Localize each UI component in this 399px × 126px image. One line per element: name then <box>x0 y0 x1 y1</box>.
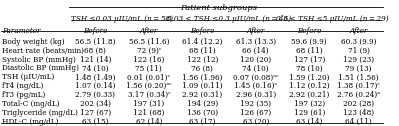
Text: 68 (11): 68 (11) <box>189 47 216 55</box>
Text: 63 (20): 63 (20) <box>243 118 269 126</box>
Text: 66 (14): 66 (14) <box>243 47 269 55</box>
Text: Triglyceride (mg/dL): Triglyceride (mg/dL) <box>2 109 78 117</box>
Text: After: After <box>247 27 265 35</box>
Text: 74 (10): 74 (10) <box>82 65 109 72</box>
Text: 129 (23): 129 (23) <box>343 56 374 64</box>
Text: 59.6 (9.9): 59.6 (9.9) <box>291 38 327 46</box>
Text: 122 (12): 122 (12) <box>187 56 218 64</box>
Text: Body weight (kg): Body weight (kg) <box>2 38 65 46</box>
Text: 127 (67): 127 (67) <box>80 109 111 117</box>
Text: 56.5 (11.8): 56.5 (11.8) <box>75 38 116 46</box>
Text: 1.38 (0.17)ᶜ: 1.38 (0.17)ᶜ <box>337 82 380 90</box>
Text: 197 (32): 197 (32) <box>294 100 325 108</box>
Text: 2.79 (0.33): 2.79 (0.33) <box>75 91 115 99</box>
Text: 62 (14): 62 (14) <box>136 118 162 126</box>
Text: 136 (70): 136 (70) <box>187 109 218 117</box>
Text: 129 (61): 129 (61) <box>294 109 325 117</box>
Text: 2.96 (0.31): 2.96 (0.31) <box>236 91 276 99</box>
Text: 56.5 (11.6): 56.5 (11.6) <box>128 38 169 46</box>
Text: 2.92 (0.31): 2.92 (0.31) <box>182 91 222 99</box>
Text: 127 (17): 127 (17) <box>294 56 325 64</box>
Text: 194 (29): 194 (29) <box>187 100 218 108</box>
Text: Diastolic BP (mmHg): Diastolic BP (mmHg) <box>2 65 79 72</box>
Text: Before: Before <box>297 27 321 35</box>
Text: 1.51 (1.56): 1.51 (1.56) <box>338 73 379 81</box>
Text: 63 (14): 63 (14) <box>296 118 322 126</box>
Text: 1.07 (0.14): 1.07 (0.14) <box>75 82 116 90</box>
Text: 75 (11): 75 (11) <box>136 65 162 72</box>
Text: 0.3 < TSH ≤5 μIU/mL (n = 29): 0.3 < TSH ≤5 μIU/mL (n = 29) <box>276 15 389 23</box>
Text: TSH ≤0.03 μIU/mL (n = 58): TSH ≤0.03 μIU/mL (n = 58) <box>71 15 173 23</box>
Text: 63 (17): 63 (17) <box>189 118 215 126</box>
Text: 1.12 (0.12): 1.12 (0.12) <box>289 82 330 90</box>
Text: 63 (15): 63 (15) <box>82 118 109 126</box>
Text: 60.3 (9.9): 60.3 (9.9) <box>341 38 376 46</box>
Text: 76 (8): 76 (8) <box>192 65 213 72</box>
Text: Total-C (mg/dL): Total-C (mg/dL) <box>2 100 59 108</box>
Text: 3.17 (0.34)ᶜ: 3.17 (0.34)ᶜ <box>128 91 170 99</box>
Text: 68 (8): 68 (8) <box>85 47 106 55</box>
Text: TSH (μIU/mL): TSH (μIU/mL) <box>2 73 54 81</box>
Text: 122 (16): 122 (16) <box>133 56 164 64</box>
Text: 121 (68): 121 (68) <box>133 109 164 117</box>
Text: 192 (35): 192 (35) <box>240 100 271 108</box>
Text: 0.01 (0.01)ᶜ: 0.01 (0.01)ᶜ <box>127 73 170 81</box>
Text: 202 (34): 202 (34) <box>80 100 111 108</box>
Text: 1.56 (0.20)ᵃᶜ: 1.56 (0.20)ᵃᶜ <box>126 82 172 90</box>
Text: 126 (67): 126 (67) <box>240 109 271 117</box>
Text: fT3 (pg/mL): fT3 (pg/mL) <box>2 91 45 99</box>
Text: Before: Before <box>83 27 108 35</box>
Text: 68 (11): 68 (11) <box>296 47 322 55</box>
Text: 1.45 (0.16)ᶜ: 1.45 (0.16)ᶜ <box>234 82 277 90</box>
Text: 1.56 (1.96): 1.56 (1.96) <box>182 73 223 81</box>
Text: 79 (13): 79 (13) <box>346 65 372 72</box>
Text: Parameter: Parameter <box>2 27 40 35</box>
Text: 61.4 (12.2): 61.4 (12.2) <box>182 38 223 46</box>
Text: 0.07 (0.08)ᵃᶜ: 0.07 (0.08)ᵃᶜ <box>233 73 279 81</box>
Text: 197 (31): 197 (31) <box>133 100 164 108</box>
Text: 123 (48): 123 (48) <box>343 109 374 117</box>
Text: 2.76 (0.24)ᵃ: 2.76 (0.24)ᵃ <box>337 91 380 99</box>
Text: After: After <box>140 27 158 35</box>
Text: 71 (9): 71 (9) <box>348 47 369 55</box>
Text: 64 (11): 64 (11) <box>345 118 372 126</box>
Text: 74 (10): 74 (10) <box>243 65 269 72</box>
Text: 1.48 (1.49): 1.48 (1.49) <box>75 73 116 81</box>
Text: Before: Before <box>190 27 215 35</box>
Text: Patient subgroups: Patient subgroups <box>180 4 257 12</box>
Text: 61.3 (13.3): 61.3 (13.3) <box>236 38 276 46</box>
Text: Heart rate (beats/min): Heart rate (beats/min) <box>2 47 84 55</box>
Text: HDL-C (mg/dL): HDL-C (mg/dL) <box>2 118 58 126</box>
Text: After: After <box>350 27 368 35</box>
Text: 78 (10): 78 (10) <box>296 65 322 72</box>
Text: 72 (9)ᶜ: 72 (9)ᶜ <box>136 47 161 55</box>
Text: 121 (14): 121 (14) <box>80 56 111 64</box>
Text: Systolic BP (mmHg): Systolic BP (mmHg) <box>2 56 76 64</box>
Text: 202 (28): 202 (28) <box>343 100 374 108</box>
Text: 120 (20): 120 (20) <box>240 56 271 64</box>
Text: 0.03 < TSH ≤0.3 μIU/mL (n = 46): 0.03 < TSH ≤0.3 μIU/mL (n = 46) <box>167 15 291 23</box>
Text: 2.92 (0.21): 2.92 (0.21) <box>289 91 330 99</box>
Text: 1.09 (0.11): 1.09 (0.11) <box>182 82 223 90</box>
Text: fT4 (ng/dL): fT4 (ng/dL) <box>2 82 43 90</box>
Text: 1.59 (1.20): 1.59 (1.20) <box>289 73 330 81</box>
